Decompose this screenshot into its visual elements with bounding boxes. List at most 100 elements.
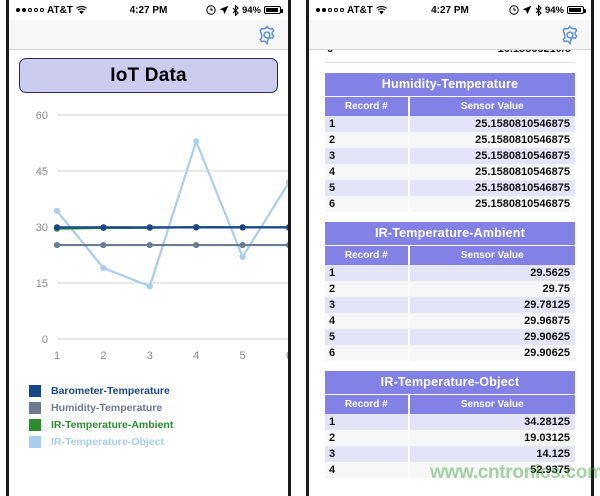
cell-record: 4 bbox=[325, 164, 408, 180]
legend-item[interactable]: Humidity-Temperature bbox=[29, 400, 282, 415]
legend-item[interactable]: Barometer-Temperature bbox=[29, 383, 282, 398]
x-axis-tick-label: 4 bbox=[193, 350, 199, 362]
legend-label: IR-Temperature-Object bbox=[51, 435, 164, 448]
right-phone-screen: AT&T 4:27 PM bbox=[300, 0, 600, 496]
cell-sensor-value: 29.78125 bbox=[409, 297, 575, 313]
table-title: Humidity-Temperature bbox=[325, 73, 575, 96]
cell-record: 3 bbox=[325, 148, 408, 164]
table-row[interactable]: 1 29.5625 bbox=[325, 265, 575, 281]
wifi-icon bbox=[376, 5, 387, 14]
cell-sensor-value: 25.1580810546875 bbox=[409, 180, 575, 196]
cell-record: 5 bbox=[325, 180, 408, 196]
sensor-tables-scroll[interactable]: 6 16.15863210/5 Humidity-TemperatureReco… bbox=[315, 50, 585, 496]
left-phone-screen: AT&T 4:27 PM bbox=[6, 0, 291, 496]
legend-item[interactable]: IR-Temperature-Object bbox=[29, 434, 282, 449]
carrier-label: AT&T bbox=[347, 4, 373, 16]
chart-canvas: 015304560123456 bbox=[36, 110, 291, 362]
table-row[interactable]: 6 25.1580810546875 bbox=[325, 196, 575, 212]
cell-sensor-value: 25.1580810546875 bbox=[409, 132, 575, 148]
cell-sensor-value: 29.5625 bbox=[409, 265, 575, 281]
cell-record: 6 bbox=[325, 345, 408, 361]
location-arrow-icon bbox=[219, 5, 229, 15]
bluetooth-icon bbox=[232, 4, 239, 16]
table-row[interactable]: 2 29.75 bbox=[325, 281, 575, 297]
status-left-group: AT&T bbox=[316, 5, 387, 16]
table-header-row: Record # Sensor Value bbox=[325, 395, 575, 414]
y-axis-tick-label: 15 bbox=[36, 278, 48, 290]
table-row[interactable]: 3 29.78125 bbox=[325, 297, 575, 313]
table-row[interactable]: 5 29.90625 bbox=[325, 329, 575, 345]
table-header-row: Record # Sensor Value bbox=[325, 97, 575, 116]
cell-record: 1 bbox=[325, 414, 408, 430]
carrier-label: AT&T bbox=[47, 4, 73, 16]
legend-label: Humidity-Temperature bbox=[51, 401, 163, 414]
page-title: IoT Data bbox=[19, 58, 278, 93]
cell-sensor-value: 25.1580810546875 bbox=[409, 164, 575, 180]
signal-strength-icon bbox=[316, 8, 344, 12]
battery-percent-label: 94% bbox=[544, 4, 564, 16]
table-title: IR-Temperature-Ambient bbox=[325, 222, 575, 245]
legend-item[interactable]: IR-Temperature-Ambient bbox=[29, 417, 282, 432]
gear-icon[interactable] bbox=[559, 24, 581, 46]
sensor-table: Humidity-Temperature Record # Sensor Value… bbox=[325, 73, 575, 212]
cell-record: 2 bbox=[325, 132, 408, 148]
column-header-record: Record # bbox=[325, 395, 408, 414]
table-title: IR-Temperature-Object bbox=[325, 371, 575, 394]
table-row[interactable]: 4 29.96875 bbox=[325, 313, 575, 329]
alarm-clock-icon bbox=[509, 5, 519, 15]
gear-icon[interactable] bbox=[256, 24, 278, 46]
sensor-table: IR-Temperature-Object Record # Sensor Valu… bbox=[325, 371, 575, 478]
nav-bar-right bbox=[309, 20, 591, 50]
wifi-icon bbox=[76, 5, 87, 14]
series-humidity-temperature bbox=[53, 241, 288, 249]
signal-strength-icon bbox=[16, 8, 44, 12]
table-header-row: Record # Sensor Value bbox=[325, 246, 575, 265]
chart-legend: Barometer-Temperature Humidity-Temperatur… bbox=[29, 383, 282, 449]
y-axis-tick-label: 0 bbox=[42, 334, 48, 346]
table-row[interactable]: 6 29.90625 bbox=[325, 345, 575, 361]
cell-record: 2 bbox=[325, 430, 408, 446]
sensor-table: IR-Temperature-Ambient Record # Sensor Val… bbox=[325, 222, 575, 361]
y-axis-tick-label: 30 bbox=[36, 222, 48, 234]
x-axis-tick-label: 5 bbox=[240, 350, 246, 362]
cell-record: 3 bbox=[325, 297, 408, 313]
series-ir-temperature-object bbox=[53, 138, 288, 290]
column-header-record: Record # bbox=[325, 97, 408, 116]
status-bar-left: AT&T 4:27 PM bbox=[9, 0, 288, 20]
cell-sensor-value: 34.28125 bbox=[409, 414, 575, 430]
table-row[interactable]: 2 25.1580810546875 bbox=[325, 132, 575, 148]
cell-sensor-value: 25.1580810546875 bbox=[409, 148, 575, 164]
table-row[interactable]: 1 25.1580810546875 bbox=[325, 116, 575, 132]
legend-swatch-icon bbox=[29, 384, 41, 397]
x-axis-tick-label: 2 bbox=[100, 350, 106, 362]
battery-icon bbox=[264, 6, 283, 14]
table-row[interactable]: 5 25.1580810546875 bbox=[325, 180, 575, 196]
cell-record: 2 bbox=[325, 281, 408, 297]
location-arrow-icon bbox=[522, 5, 532, 15]
table-row[interactable]: 4 52.9375 bbox=[325, 462, 575, 478]
page-title-text: IoT Data bbox=[110, 64, 187, 86]
status-bar-right: AT&T 4:27 PM bbox=[309, 0, 591, 20]
table-row[interactable]: 3 14.125 bbox=[325, 446, 575, 462]
status-left-group: AT&T bbox=[16, 5, 87, 16]
table-row[interactable]: 3 25.1580810546875 bbox=[325, 148, 575, 164]
table-row[interactable]: 2 19.03125 bbox=[325, 430, 575, 446]
series-barometer-temperature bbox=[53, 224, 288, 231]
left-phone-frame: AT&T 4:27 PM bbox=[6, 0, 291, 496]
x-axis-tick-label: 6 bbox=[286, 350, 291, 362]
cell-record: 4 bbox=[325, 313, 408, 329]
nav-bar-left bbox=[9, 20, 288, 50]
cell-record: 3 bbox=[325, 446, 408, 462]
table-row[interactable]: 4 25.1580810546875 bbox=[325, 164, 575, 180]
chart-card: IoT Data 015304560123456 Barometer-Tempe… bbox=[15, 50, 288, 496]
x-axis-tick-label: 3 bbox=[147, 350, 153, 362]
cell-record: 1 bbox=[325, 116, 408, 132]
legend-swatch-icon bbox=[29, 401, 41, 414]
clipped-row-record: 6 bbox=[327, 50, 333, 55]
cell-sensor-value: 25.1580810546875 bbox=[409, 196, 575, 212]
bluetooth-icon bbox=[535, 4, 542, 16]
table-row[interactable]: 1 34.28125 bbox=[325, 414, 575, 430]
battery-icon bbox=[567, 6, 586, 14]
right-phone-frame: AT&T 4:27 PM bbox=[306, 0, 594, 496]
